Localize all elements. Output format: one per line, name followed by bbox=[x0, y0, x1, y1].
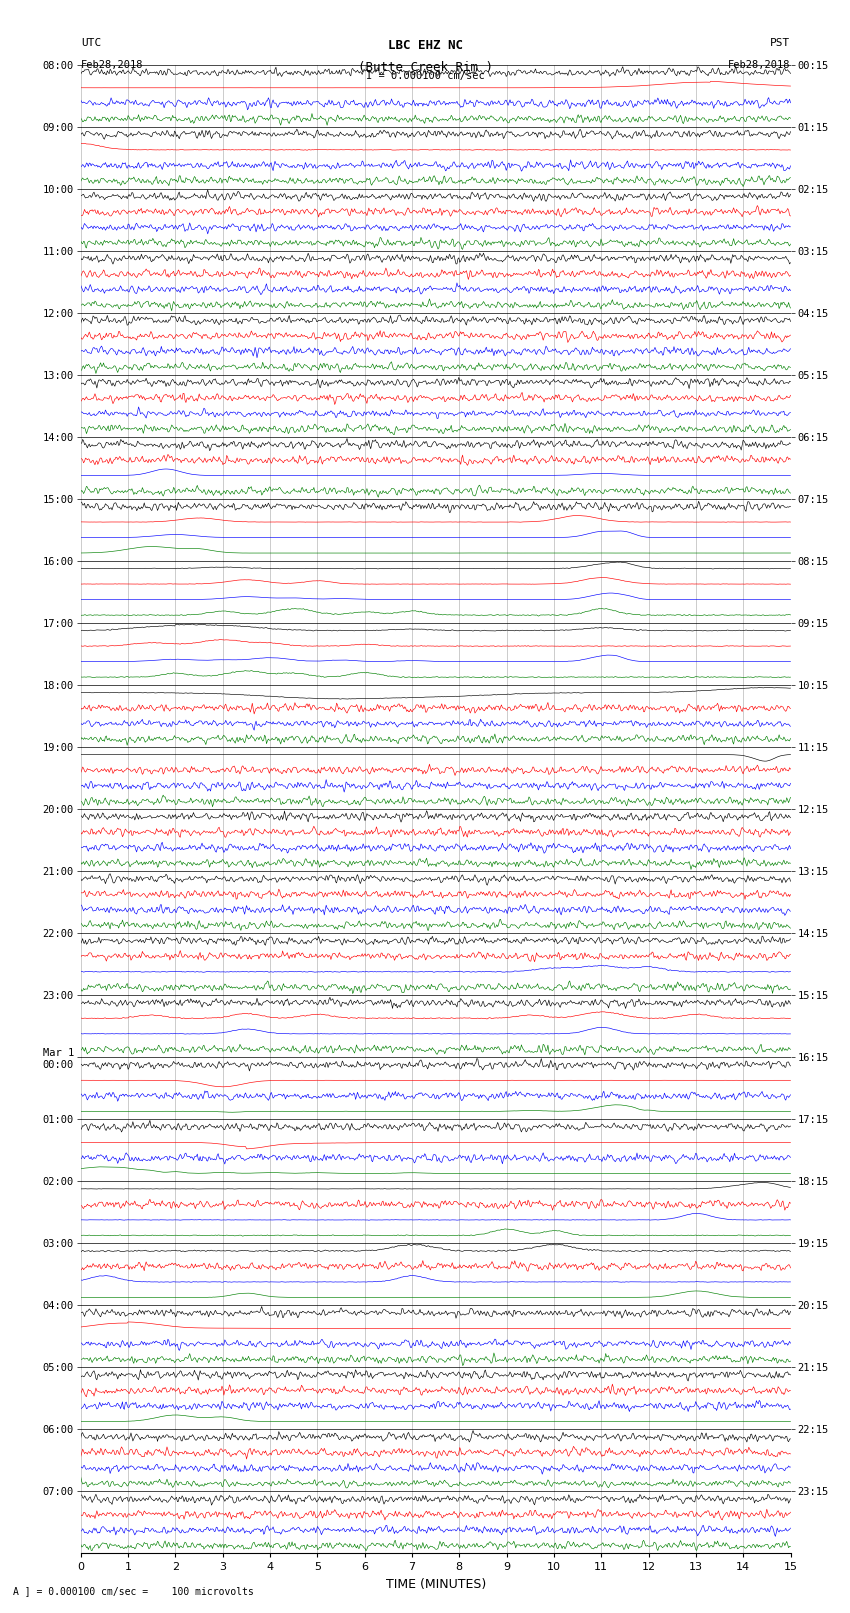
Text: Feb28,2018: Feb28,2018 bbox=[728, 60, 791, 69]
Text: Feb28,2018: Feb28,2018 bbox=[81, 60, 144, 69]
Text: PST: PST bbox=[770, 39, 790, 48]
Text: UTC: UTC bbox=[81, 39, 101, 48]
X-axis label: TIME (MINUTES): TIME (MINUTES) bbox=[386, 1578, 485, 1590]
Text: I = 0.000100 cm/sec: I = 0.000100 cm/sec bbox=[366, 71, 484, 81]
Text: (Butte Creek Rim ): (Butte Creek Rim ) bbox=[358, 61, 492, 74]
Text: LBC EHZ NC: LBC EHZ NC bbox=[388, 39, 462, 52]
Text: A ] = 0.000100 cm/sec =    100 microvolts: A ] = 0.000100 cm/sec = 100 microvolts bbox=[13, 1586, 253, 1595]
